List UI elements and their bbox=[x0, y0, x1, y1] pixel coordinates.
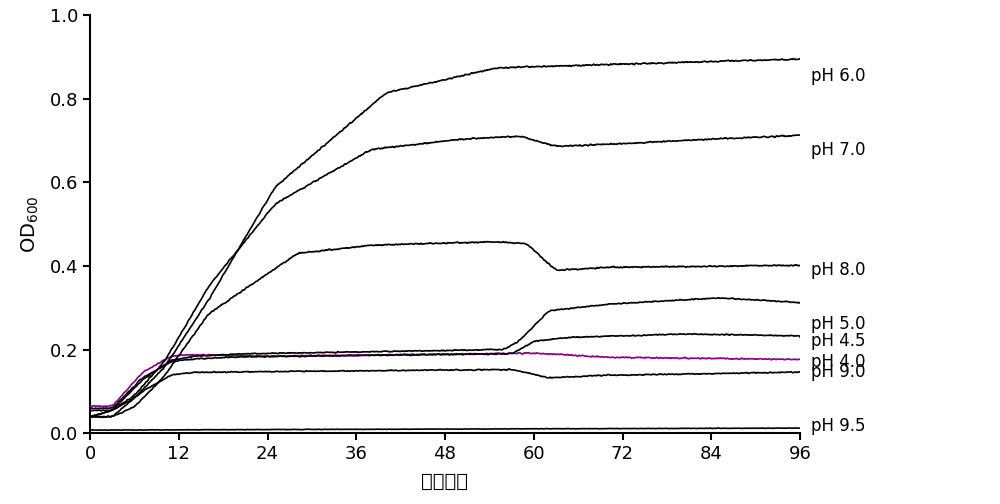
Text: pH 8.0: pH 8.0 bbox=[811, 261, 866, 279]
Y-axis label: OD$_{600}$: OD$_{600}$ bbox=[20, 196, 41, 253]
X-axis label: （小时）: （小时） bbox=[422, 472, 468, 490]
Text: pH 7.0: pH 7.0 bbox=[811, 141, 866, 159]
Text: pH 9.0: pH 9.0 bbox=[811, 362, 866, 381]
Text: pH 9.5: pH 9.5 bbox=[811, 417, 866, 435]
Text: pH 6.0: pH 6.0 bbox=[811, 67, 866, 85]
Text: pH 4.0: pH 4.0 bbox=[811, 353, 866, 371]
Text: pH 5.0: pH 5.0 bbox=[811, 315, 866, 333]
Text: pH 4.5: pH 4.5 bbox=[811, 332, 866, 350]
